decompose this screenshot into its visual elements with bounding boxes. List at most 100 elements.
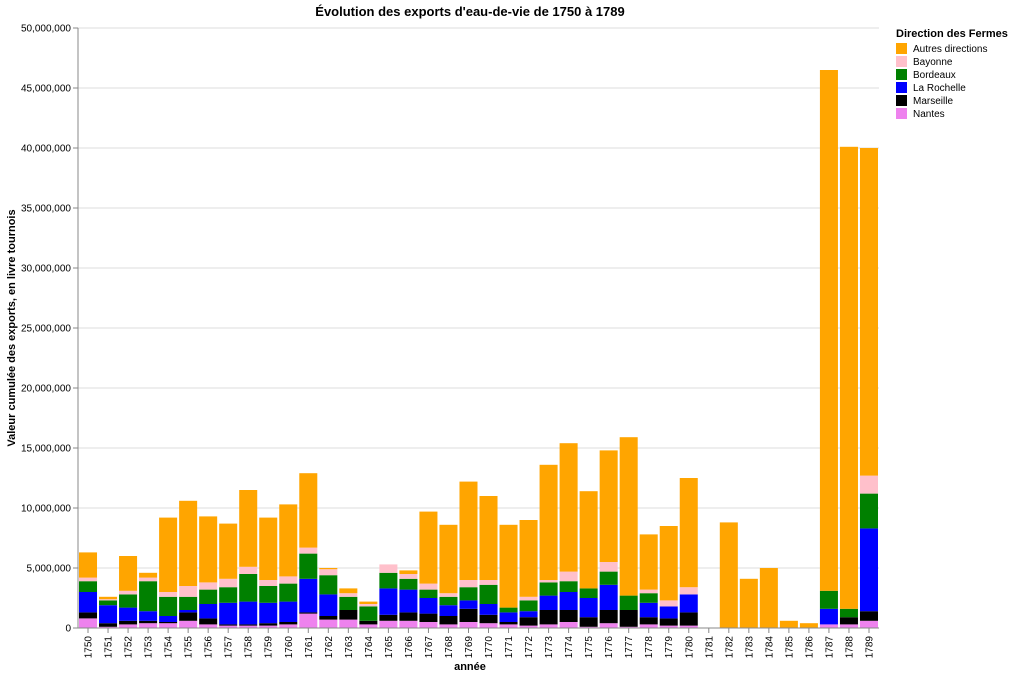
bar-segment [719,522,738,628]
bar-segment [559,610,578,622]
bar-segment [659,606,678,619]
bar-segment [119,620,138,625]
bar-segment [359,624,378,628]
bar-segment [359,606,378,621]
bar-segment [639,589,658,594]
bar-segment [599,623,618,628]
bar-segment [179,610,198,613]
bar-segment [299,578,318,613]
bar-segment [339,596,358,610]
bar-segment [519,596,538,601]
x-tick-label: 1757 [224,636,235,659]
x-tick-label: 1789 [864,636,875,659]
bar-segment [419,511,438,584]
bar-segment [519,617,538,626]
bar-segment [139,611,158,621]
y-axis: 0 5,000,000 10,000,000 15,000,000 20,000,000… [21,24,79,635]
bar-segment [419,583,438,590]
bar-segment [199,589,218,604]
x-tick-label: 1787 [824,636,835,659]
y-tick-label: 30,000,000 [21,264,71,275]
x-tick-label: 1772 [524,636,535,659]
bar-segment [199,604,218,619]
bar-segment [379,572,398,589]
x-tick-label: 1770 [484,636,495,659]
bar-segment [419,613,438,622]
bar-segment [219,602,238,625]
bar-segment [459,608,478,622]
bar-segment [759,568,778,628]
x-tick-label: 1759 [264,636,275,659]
bar-segment [359,604,378,607]
bar-segment [519,625,538,628]
y-tick-label: 20,000,000 [21,384,71,395]
bar-segment [539,582,558,596]
bar-segment [159,517,178,592]
y-tick-label: 45,000,000 [21,84,71,95]
bar-segment [279,504,298,577]
x-tick-label: 1786 [804,636,815,659]
x-tick-label: 1771 [504,636,515,659]
x-tick-label: 1784 [764,636,775,659]
bar-segment [519,520,538,597]
bar-segment [559,592,578,610]
y-tick-label: 5,000,000 [27,564,72,575]
bar-segment [239,490,258,567]
bar-segment [219,523,238,579]
bar-segment [259,580,278,586]
x-tick-label: 1774 [564,636,575,659]
bar-segment [179,620,198,628]
bar-segment [419,598,438,614]
bar-segment [559,571,578,582]
x-tick-label: 1756 [204,636,215,659]
x-tick-label: 1762 [324,636,335,659]
bar-segment [319,568,338,570]
bar-segment [299,612,318,614]
bar-segment [859,493,878,529]
y-tick-label: 50,000,000 [21,24,71,35]
bar-segment [99,600,118,606]
bar-segment [599,610,618,624]
x-tick-label: 1768 [444,636,455,659]
bar-segment [819,624,838,628]
x-tick-label: 1769 [464,636,475,659]
bar-segment [379,588,398,615]
bar-segment [339,619,358,628]
x-tick-label: 1782 [724,636,735,659]
bar-segment [619,610,638,627]
bar-segment [139,623,158,628]
bar-segment [179,612,198,621]
x-tick-label: 1777 [624,636,635,659]
x-tick-label: 1767 [424,636,435,659]
bar-segment [439,616,458,625]
bar-segment [279,624,298,628]
bar-segment [319,616,338,620]
bar-segment [299,473,318,548]
x-tick-label: 1785 [784,636,795,659]
bar-segment [399,570,418,574]
bar-segment [399,612,418,621]
bar-segment [259,602,278,624]
bar-segment [679,478,698,588]
bar-segment [559,622,578,628]
bar-segment [579,598,598,618]
bar-segment [479,604,498,615]
bar-segment [859,475,878,494]
legend-swatch [896,56,907,67]
bar-segment [399,589,418,613]
bar-segment [179,500,198,586]
bar-segment [539,595,558,610]
bar-segment [479,496,498,580]
x-tick-label: 1758 [244,636,255,659]
bar-segment [499,622,518,625]
y-axis-title: Valeur cumulée des exports, en livre tou… [6,209,18,446]
x-tick-label: 1778 [644,636,655,659]
bar-segment [79,592,98,613]
bar-segment [479,580,498,585]
bar-segment [819,70,838,591]
bar-segment [599,450,618,562]
bar-segment [219,624,238,626]
x-tick-label: 1753 [144,636,155,659]
bar-segment [539,580,558,583]
bar-segment [339,588,358,594]
